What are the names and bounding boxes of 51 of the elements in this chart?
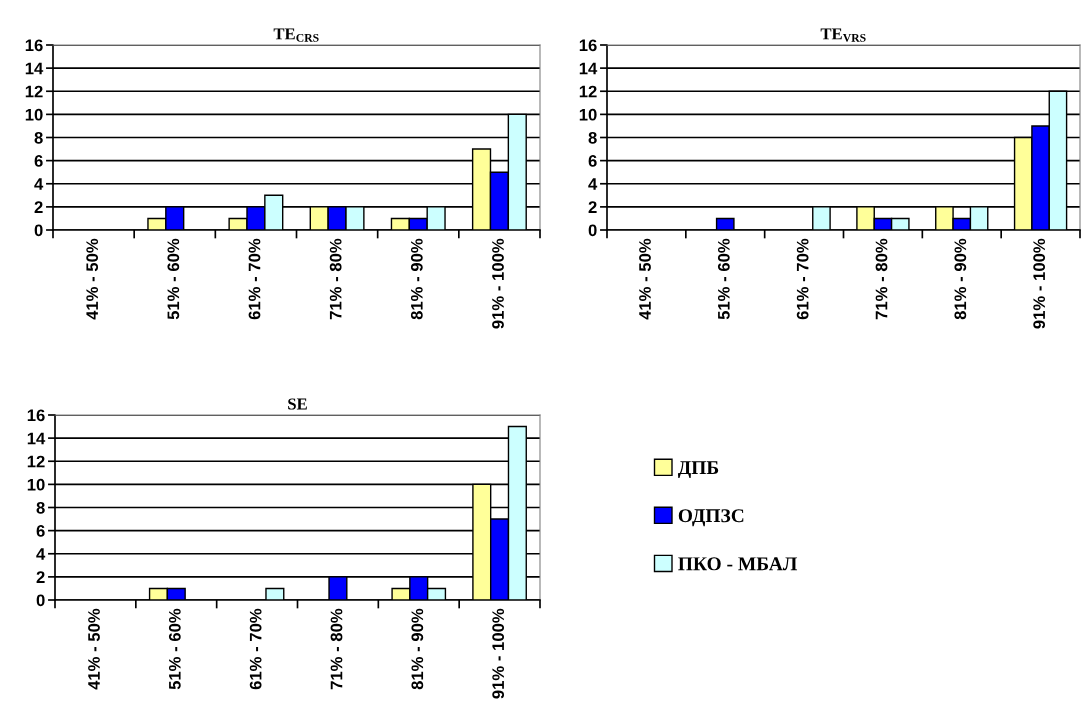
x-tick-label: 41% - 50% (639, 238, 651, 320)
x-tick-label: 71% - 80% (875, 238, 888, 320)
x-tick-label: 91% - 100% (492, 608, 505, 699)
x-tick-label: 81% - 90% (411, 608, 424, 690)
y-tick-label: 12 (27, 455, 45, 468)
y-tick-label: 0 (36, 594, 45, 607)
y-tick-label: 4 (36, 548, 46, 560)
legend-label: ДПБ (677, 461, 719, 479)
y-tick-label: 0 (588, 224, 597, 237)
legend-label: ОДПЗС (678, 509, 744, 527)
y-tick-label: 14 (25, 62, 44, 75)
y-tick-label: 6 (34, 155, 43, 167)
x-tick-label: 41% - 50% (88, 608, 100, 690)
x-tick-label: 81% - 90% (410, 238, 423, 320)
y-tick-label: 6 (588, 155, 597, 167)
chart-title: SE (288, 398, 307, 410)
x-tick-label: 61% - 70% (796, 238, 809, 320)
chart-title: TE$_{VRS}$ (820, 28, 866, 42)
y-tick-label: 16 (579, 39, 597, 52)
y-tick-label: 0 (34, 224, 43, 237)
y-tick-label: 2 (588, 201, 597, 213)
y-tick-label: 10 (25, 108, 43, 121)
chart-title: TE$_{CRS}$ (273, 28, 319, 42)
y-tick-label: 12 (25, 85, 43, 98)
y-tick-label: 8 (34, 131, 43, 144)
y-tick-label: 2 (34, 201, 43, 213)
y-tick-label: 16 (25, 39, 43, 52)
x-tick-label: 41% - 50% (86, 238, 99, 320)
y-tick-label: 14 (27, 432, 46, 445)
x-tick-label: 51% - 60% (167, 238, 180, 320)
x-tick-label: 71% - 80% (330, 608, 343, 690)
y-tick-label: 8 (588, 131, 597, 144)
x-tick-label: 61% - 70% (248, 238, 261, 320)
x-tick-label: 81% - 90% (954, 238, 967, 320)
y-tick-label: 10 (27, 478, 45, 491)
y-tick-label: 14 (579, 62, 598, 75)
y-tick-label: 12 (579, 85, 597, 98)
y-tick-label: 8 (36, 501, 45, 514)
legend-label: ПКО - МБАЛ (678, 557, 798, 571)
x-tick-label: 51% - 60% (717, 238, 730, 320)
y-tick-label: 2 (36, 571, 45, 583)
y-tick-label: 10 (579, 108, 597, 121)
y-tick-label: 16 (27, 409, 45, 422)
x-tick-label: 51% - 60% (168, 608, 181, 690)
x-tick-label: 71% - 80% (329, 238, 342, 320)
y-tick-label: 6 (36, 525, 45, 537)
x-tick-label: 61% - 70% (249, 608, 262, 690)
y-tick-label: 4 (34, 178, 44, 190)
y-tick-label: 4 (588, 178, 598, 190)
x-tick-label: 91% - 100% (1033, 238, 1046, 329)
x-tick-label: 91% - 100% (492, 238, 504, 329)
